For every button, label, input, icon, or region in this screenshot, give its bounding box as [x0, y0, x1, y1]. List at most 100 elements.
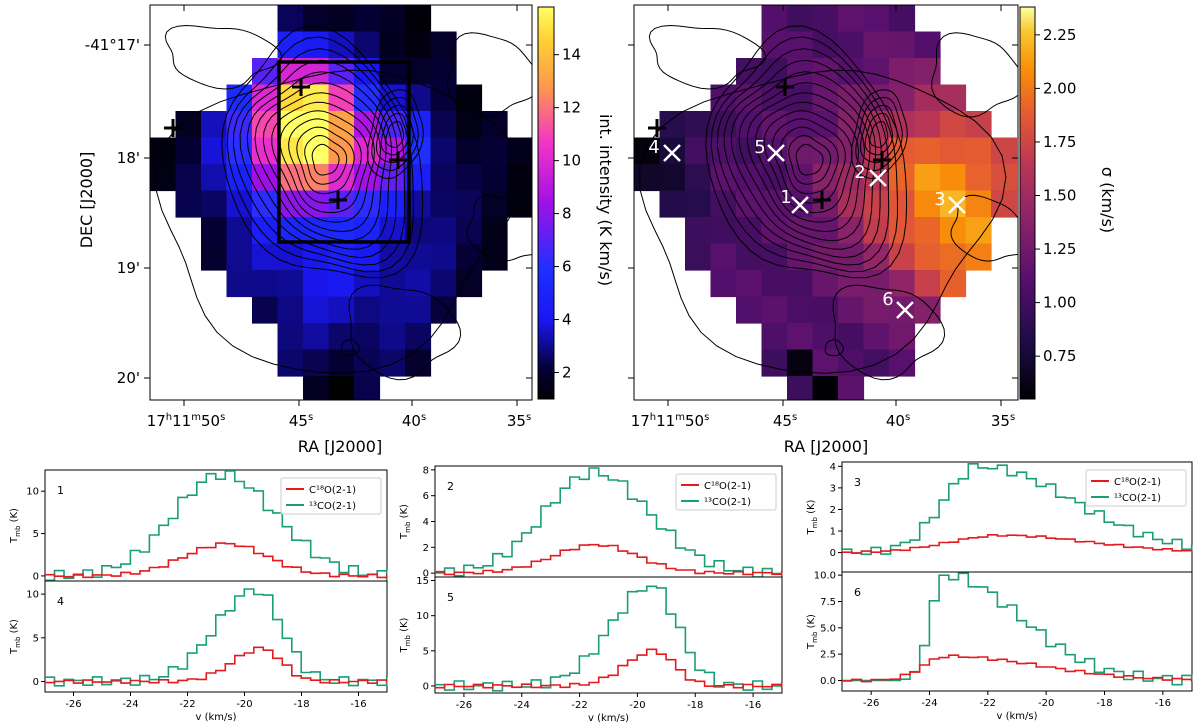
heatmap-cell [863, 217, 890, 245]
heatmap-cell [507, 164, 532, 192]
spectrum-ytick-label: 4 [423, 517, 429, 528]
map-xtick-label: 35s [507, 412, 531, 430]
heatmap-cell [277, 323, 304, 351]
dispersion-colorbar-bar [1019, 6, 1036, 400]
dispersion-colorbar: 0.75 1.00 1.25 1.50 1.75 2.00 2.25 σ (km/s) [1019, 6, 1117, 400]
heatmap-cell [354, 270, 381, 298]
heatmap-cell [889, 296, 916, 324]
heatmap-cell [787, 270, 814, 298]
heatmap-cell [940, 111, 967, 139]
intensity-contour [723, 59, 882, 259]
spectrum-ylabel: Tmb (K) [806, 614, 819, 650]
map-ytick-label: -41°17' [85, 36, 140, 54]
spectrum-panel-number: 1 [57, 484, 64, 497]
heatmap-cell [889, 349, 916, 377]
heatmap-cell [710, 243, 737, 271]
heatmap-cell [889, 243, 916, 271]
spectrum-ytick-label: 10 [416, 611, 429, 622]
spectrum-xlabel: v (km/s) [588, 713, 629, 724]
spectrum-xtick-label: -18 [687, 700, 703, 711]
spectrum-xtick-label: -18 [293, 699, 309, 710]
colorbar-tick-label: 2 [562, 364, 572, 382]
heatmap-cell [354, 323, 381, 351]
heatmap-cell [940, 164, 967, 192]
spectrum-ytick-label: 7.5 [820, 597, 836, 608]
heatmap-cell [812, 84, 839, 112]
heatmap-cell [430, 217, 457, 245]
heatmap-cell [277, 164, 304, 192]
heatmap-cell [150, 164, 177, 192]
heatmap-cell [430, 190, 457, 218]
spectrum-xtick-label: -18 [1096, 698, 1112, 709]
heatmap-cell [838, 323, 865, 351]
position-marker [791, 196, 809, 214]
co13-spectrum [45, 588, 388, 687]
heatmap-cell [481, 164, 508, 192]
co13-spectrum [842, 572, 1193, 686]
heatmap-cell [379, 190, 406, 218]
heatmap-cell [889, 5, 916, 33]
intensity-crosses [164, 78, 407, 209]
intensity-contour [164, 24, 283, 90]
heatmap-cell [812, 190, 839, 218]
heatmap-cell [634, 137, 661, 165]
heatmap-cell [863, 5, 890, 33]
position-marker [663, 144, 681, 162]
spectrum-ytick-label: 10 [26, 487, 39, 498]
cross-marker [813, 191, 831, 209]
spectrum-ytick-label: 10 [26, 590, 39, 601]
spectrum-ytick-label: 5 [33, 529, 39, 540]
spectrum-xtick-label: -22 [179, 699, 195, 710]
intensity-contour [705, 25, 908, 279]
intensity-contour [271, 101, 376, 223]
heatmap-cell [456, 111, 483, 139]
heatmap-cell [405, 270, 432, 298]
heatmap-cell [303, 323, 330, 351]
heatmap-cell [787, 137, 814, 165]
map-xtick-label: 35s [991, 412, 1015, 430]
heatmap-cell [761, 349, 788, 377]
heatmap-cell [787, 376, 814, 400]
heatmap-cell [405, 243, 432, 271]
spectrum-ytick-label: 0.0 [820, 676, 836, 687]
position-label: 2 [854, 162, 865, 183]
heatmap-cell [889, 84, 916, 112]
intensity-contour [950, 194, 1018, 262]
intensity-contour [288, 118, 362, 204]
spectrum-panel-number: 5 [447, 591, 454, 604]
heatmap-cell [914, 296, 941, 324]
heatmap-cell [889, 31, 916, 59]
heatmap-cell [379, 349, 406, 377]
colorbar-tick-label: 6 [562, 258, 572, 276]
colorbar-tick-label: 2.00 [1043, 79, 1076, 97]
heatmap-cell [634, 164, 661, 192]
heatmap-cell [456, 137, 483, 165]
heatmap-cell [889, 217, 916, 245]
heatmap-cell [277, 270, 304, 298]
intensity-contour [366, 89, 424, 180]
intensity-contour [296, 126, 355, 195]
position-label: 5 [754, 137, 765, 158]
heatmap-cell [328, 84, 355, 112]
heatmap-cell [456, 270, 483, 298]
intensity-contour [311, 143, 340, 176]
co13-spectrum [435, 585, 783, 692]
heatmap-cell [328, 5, 355, 33]
heatmap-cell [456, 164, 483, 192]
intensity-contour [738, 82, 871, 242]
map-xtick-label: 45s [773, 412, 797, 430]
heatmap-cell [175, 164, 202, 192]
colorbar-tick-label: 1.00 [1043, 294, 1076, 312]
heatmap-cell [201, 190, 228, 218]
spectrum-ytick-label: 2 [423, 543, 429, 554]
spectrum-ylabel: Tmb (K) [399, 504, 412, 540]
colorbar-tick-label: 4 [562, 311, 572, 329]
intensity-colorbar-label: int. intensity (K km/s) [596, 114, 615, 286]
heatmap-cell [787, 164, 814, 192]
heatmap-cell [736, 296, 763, 324]
intensity-colorbar: 2 4 6 8 10 12 14 int. intensity (K km/s) [537, 6, 615, 400]
colorbar-tick-label: 0.75 [1043, 347, 1076, 365]
position-marker [767, 144, 785, 162]
intensity-contour [795, 143, 824, 176]
heatmap-cell [252, 270, 279, 298]
